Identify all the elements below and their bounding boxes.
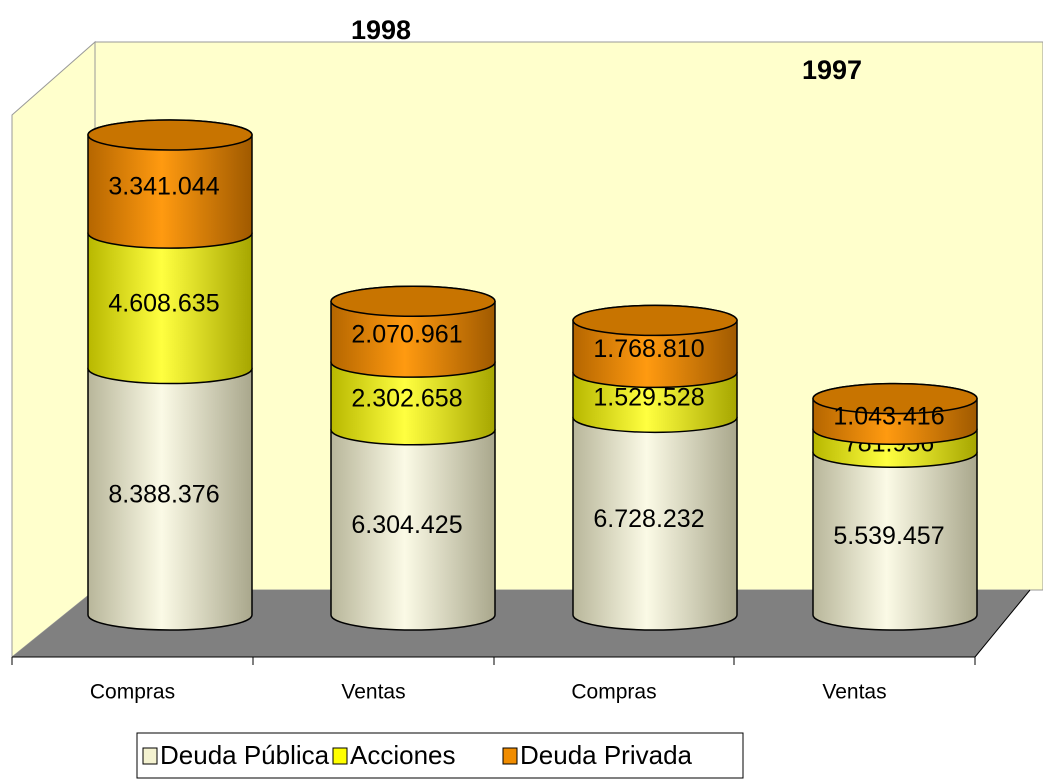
data-label: 8.388.376	[108, 480, 219, 508]
legend-label: Deuda Pública	[160, 740, 330, 770]
legend-swatch	[142, 747, 158, 765]
annotation: 1998	[351, 15, 411, 45]
legend-swatch	[332, 747, 348, 765]
bar-top	[812, 382, 978, 415]
x-tick-label: Ventas	[341, 681, 405, 704]
legend-label: Acciones	[350, 740, 456, 770]
x-axis-depth	[974, 589, 1031, 658]
bar-top	[330, 285, 496, 318]
data-label: 2.302.658	[351, 385, 462, 413]
floor	[12, 590, 1030, 657]
data-label: 6.728.232	[593, 505, 704, 533]
x-tick-label: Compras	[571, 681, 656, 704]
data-label: 5.539.457	[833, 522, 944, 550]
legend-label: Deuda Privada	[520, 740, 693, 770]
legend-swatch	[502, 747, 518, 765]
bar-top	[87, 119, 253, 151]
data-label: 1.529.528	[593, 383, 704, 411]
side-wall	[11, 40, 96, 659]
data-label: 1.768.810	[593, 335, 704, 363]
annotation: 1997	[802, 55, 862, 85]
legend	[136, 732, 744, 779]
data-label: 1.043.416	[833, 403, 944, 431]
x-tick-label: Ventas	[822, 681, 886, 704]
x-tick-label: Compras	[90, 681, 175, 704]
bar-top	[572, 304, 738, 337]
data-label: 3.341.044	[108, 173, 219, 201]
data-label: 6.304.425	[351, 511, 462, 539]
data-label: 2.070.961	[351, 320, 462, 348]
data-label: 4.608.635	[108, 289, 219, 317]
